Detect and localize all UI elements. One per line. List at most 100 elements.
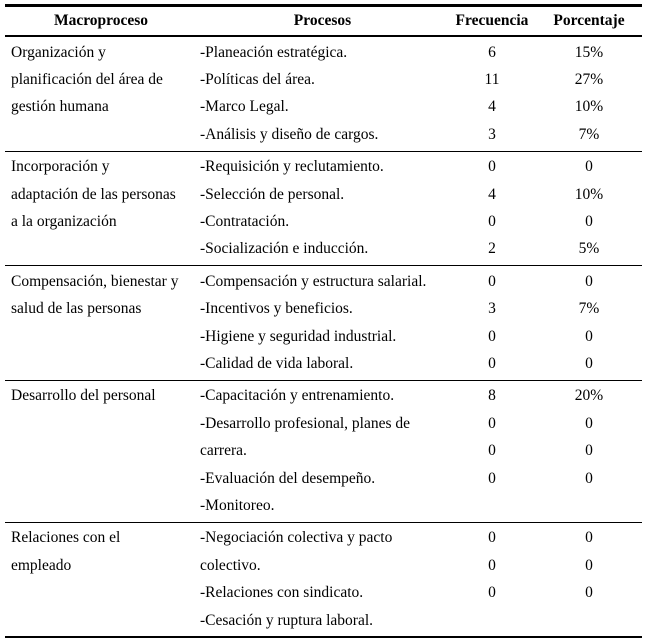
macroproceso-cell: Compensación, bienestar y — [11, 272, 179, 290]
frecuencia-cell: 0 — [488, 556, 496, 574]
table-row: carrera. 0 0 — [5, 437, 642, 464]
table-row: -Monitoreo. — [5, 492, 642, 519]
porcentaje-cell: 10% — [574, 98, 604, 116]
table-row: adaptación de las personas -Selección de … — [5, 181, 642, 208]
proceso-cell: colectivo. — [200, 556, 261, 574]
macroproceso-section: Incorporación y -Requisición y reclutamie… — [5, 152, 642, 267]
frecuencia-cell: 3 — [488, 125, 496, 143]
proceso-cell: -Contratación. — [200, 213, 290, 231]
macroproceso-section: Organización y -Planeación estratégica. 6 1… — [5, 37, 642, 152]
table-header-row: Macroproceso Procesos Frecuencia Porcent… — [5, 7, 642, 37]
porcentaje-cell: 15% — [574, 43, 604, 61]
macroproceso-cell: Relaciones con el — [11, 529, 121, 547]
table-row: -Calidad de vida laboral. 0 0 — [5, 350, 642, 377]
macroproceso-section: Compensación, bienestar y -Compensación y… — [5, 266, 642, 381]
frecuencia-cell: 0 — [488, 442, 496, 460]
header-procesos: Procesos — [293, 12, 352, 29]
table-row: planificación del área de -Políticas del … — [5, 66, 642, 93]
macroproceso-section: Relaciones con el -Negociación colectiva … — [5, 523, 642, 637]
table-row: -Relaciones con sindicato. 0 0 — [5, 579, 642, 606]
frecuencia-cell: 2 — [488, 240, 496, 258]
frecuencia-cell: 11 — [484, 71, 500, 89]
porcentaje-cell: 0 — [585, 414, 593, 432]
header-macroproceso: Macroproceso — [53, 12, 149, 29]
table-row: gestión humana -Marco Legal. 4 10% — [5, 94, 642, 121]
proceso-cell: -Evaluación del desempeño. — [200, 469, 376, 487]
frecuencia-cell: 0 — [488, 272, 496, 290]
proceso-cell: -Socialización e inducción. — [200, 240, 369, 258]
table-row: Desarrollo del personal -Capacitación y e… — [5, 383, 642, 410]
macroproceso-cell: salud de las personas — [11, 300, 142, 318]
porcentaje-cell: 0 — [585, 529, 593, 547]
porcentaje-cell: 0 — [585, 272, 593, 290]
porcentaje-cell: 5% — [578, 240, 600, 258]
table-row: -Análisis y diseño de cargos. 3 7% — [5, 121, 642, 148]
macroproceso-cell: Organización y — [11, 43, 106, 61]
frecuencia-cell: 3 — [488, 300, 496, 318]
porcentaje-cell: 0 — [585, 584, 593, 602]
proceso-cell: -Capacitación y entrenamiento. — [200, 387, 395, 405]
frecuencia-cell: 8 — [488, 387, 496, 405]
proceso-cell: -Cesación y ruptura laboral. — [200, 611, 374, 629]
frecuencia-cell: 0 — [488, 354, 496, 372]
proceso-cell: -Compensación y estructura salarial. — [200, 272, 427, 290]
table-row: salud de las personas -Incentivos y benef… — [5, 296, 642, 323]
proceso-cell: -Desarrollo profesional, planes de — [200, 414, 411, 432]
frecuencia-cell: 0 — [488, 213, 496, 231]
table-body: Organización y -Planeación estratégica. 6 1… — [5, 37, 642, 636]
macroproceso-section: Desarrollo del personal -Capacitación y e… — [5, 381, 642, 523]
proceso-cell: -Planeación estratégica. — [200, 43, 348, 61]
frecuencia-cell: 4 — [488, 185, 496, 203]
proceso-cell: -Marco Legal. — [200, 98, 289, 116]
proceso-cell: -Políticas del área. — [200, 71, 315, 89]
header-porcentaje: Porcentaje — [553, 12, 625, 29]
porcentaje-cell: 27% — [574, 71, 604, 89]
proceso-cell: -Incentivos y beneficios. — [200, 300, 353, 318]
table-row: -Desarrollo profesional, planes de 0 0 — [5, 410, 642, 437]
proceso-cell: -Relaciones con sindicato. — [200, 584, 364, 602]
frecuencia-cell: 0 — [488, 414, 496, 432]
table-row: empleado colectivo. 0 0 — [5, 552, 642, 579]
proceso-cell: -Requisición y reclutamiento. — [200, 158, 384, 176]
porcentaje-cell: 0 — [585, 442, 593, 460]
macroproceso-cell: gestión humana — [11, 98, 109, 116]
table-row: Compensación, bienestar y -Compensación y… — [5, 268, 642, 295]
macroproceso-cell: empleado — [11, 556, 72, 574]
table-row: -Higiene y seguridad industrial. 0 0 — [5, 323, 642, 350]
table-row: -Evaluación del desempeño. 0 0 — [5, 465, 642, 492]
header-frecuencia: Frecuencia — [455, 12, 529, 29]
table-row: Incorporación y -Requisición y reclutamie… — [5, 154, 642, 181]
macroproceso-cell: Desarrollo del personal — [11, 387, 156, 405]
table-row: Relaciones con el -Negociación colectiva … — [5, 525, 642, 552]
proceso-cell: carrera. — [200, 442, 247, 460]
macroproceso-cell: adaptación de las personas — [11, 185, 176, 203]
frecuencia-cell: 0 — [488, 584, 496, 602]
frecuencia-cell: 4 — [488, 98, 496, 116]
porcentaje-cell: 0 — [585, 556, 593, 574]
table-row: -Socialización e inducción. 2 5% — [5, 236, 642, 263]
frecuencia-cell: 6 — [488, 43, 496, 61]
proceso-cell: -Calidad de vida laboral. — [200, 354, 354, 372]
proceso-cell: -Higiene y seguridad industrial. — [200, 327, 397, 345]
proceso-cell: -Negociación colectiva y pacto — [200, 529, 393, 547]
porcentaje-cell: 10% — [574, 185, 604, 203]
macroproceso-cell: a la organización — [11, 213, 117, 231]
proceso-cell: -Monitoreo. — [200, 496, 275, 514]
porcentaje-cell: 0 — [585, 213, 593, 231]
frecuencia-cell: 0 — [488, 469, 496, 487]
table-row: a la organización -Contratación. 0 0 — [5, 208, 642, 235]
proceso-cell: -Análisis y diseño de cargos. — [200, 125, 379, 143]
porcentaje-cell: 0 — [585, 327, 593, 345]
macroprocesos-table: Macroproceso Procesos Frecuencia Porcent… — [5, 4, 642, 638]
porcentaje-cell: 0 — [585, 354, 593, 372]
table-row: -Cesación y ruptura laboral. — [5, 607, 642, 634]
porcentaje-cell: 20% — [574, 387, 604, 405]
porcentaje-cell: 7% — [578, 125, 600, 143]
macroproceso-cell: Incorporación y — [11, 158, 110, 176]
table-row: Organización y -Planeación estratégica. 6 1… — [5, 39, 642, 66]
macroproceso-cell: planificación del área de — [11, 71, 163, 89]
porcentaje-cell: 0 — [585, 158, 593, 176]
frecuencia-cell: 0 — [488, 327, 496, 345]
frecuencia-cell: 0 — [488, 158, 496, 176]
proceso-cell: -Selección de personal. — [200, 185, 345, 203]
